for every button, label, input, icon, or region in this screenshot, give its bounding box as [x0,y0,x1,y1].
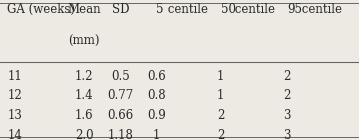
Text: centile: centile [164,3,208,16]
Text: 1: 1 [153,129,160,140]
Text: 1.18: 1.18 [107,129,133,140]
Text: 2.0: 2.0 [75,129,94,140]
Text: 95: 95 [287,3,302,16]
Text: centile: centile [232,3,275,16]
Text: SD: SD [112,3,129,16]
Text: 0.8: 0.8 [147,89,165,102]
Text: 0.5: 0.5 [111,70,130,83]
Text: 1: 1 [217,70,224,83]
Text: Mean: Mean [67,3,101,16]
Text: 13: 13 [7,109,22,122]
Text: 12: 12 [7,89,22,102]
Text: 2: 2 [284,70,291,83]
Text: 3: 3 [284,129,291,140]
Text: GA (weeks): GA (weeks) [7,3,75,16]
Text: centile: centile [298,3,342,16]
Text: 1.4: 1.4 [75,89,94,102]
Text: 11: 11 [7,70,22,83]
Text: 2: 2 [217,129,224,140]
Text: (mm): (mm) [69,35,100,48]
Text: 2: 2 [217,109,224,122]
Text: 0.9: 0.9 [147,109,165,122]
Text: th: th [294,0,302,1]
Text: 2: 2 [284,89,291,102]
Text: 0.66: 0.66 [107,109,134,122]
Text: 3: 3 [284,109,291,122]
Text: th: th [159,0,167,1]
Text: 0.6: 0.6 [147,70,165,83]
Text: 1: 1 [217,89,224,102]
Text: 1.6: 1.6 [75,109,94,122]
Text: 5: 5 [156,3,164,16]
Text: 0.77: 0.77 [107,89,134,102]
Text: 14: 14 [7,129,22,140]
Text: 50: 50 [221,3,236,16]
Text: 1.2: 1.2 [75,70,94,83]
Text: th: th [227,0,235,1]
